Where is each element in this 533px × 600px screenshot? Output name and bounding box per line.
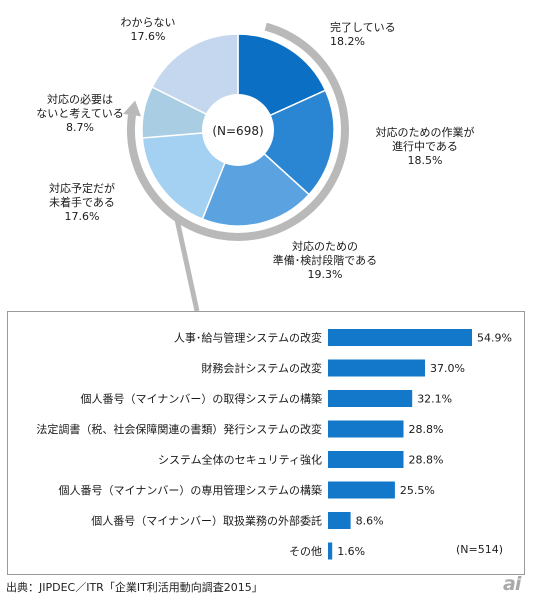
bar-value-label: 54.9% bbox=[477, 332, 512, 345]
source-note: 出典：JIPDEC／ITR「企業IT利活用動向調査2015」 bbox=[6, 581, 263, 594]
pie-slice-2 bbox=[236, 89, 335, 196]
arrow-connector bbox=[174, 217, 200, 312]
bar-value-label: 8.6% bbox=[356, 515, 384, 528]
bar-panel: 人事･給与管理システムの改変 54.9% 財務会計システムの改変 37.0% 個人番号（… bbox=[7, 311, 525, 575]
bar-category-label: 財務会計システムの改変 bbox=[201, 361, 322, 375]
bar-4 bbox=[328, 420, 404, 438]
bar-2 bbox=[328, 359, 425, 377]
bar-1 bbox=[328, 329, 472, 346]
bar-category-label: その他 bbox=[289, 545, 322, 558]
bar-value-label: 25.5% bbox=[400, 484, 435, 497]
bar-value-label: 32.1% bbox=[417, 393, 452, 406]
bar-6 bbox=[328, 481, 395, 499]
bar-category-label: 個人番号（マイナンバー）取扱業務の外部委託 bbox=[91, 514, 322, 528]
pie-label-3: 対応のための準備･検討段階である 19.3% bbox=[273, 239, 377, 281]
bar-5 bbox=[328, 451, 404, 468]
bar-7 bbox=[328, 512, 351, 529]
bar-value-label: 37.0% bbox=[430, 362, 465, 375]
pie-label-5: 対応の必要はないと考えている 8.7% bbox=[36, 92, 123, 134]
pie-label-6: わからない 17.6% bbox=[121, 16, 176, 43]
arrow-arc bbox=[126, 22, 349, 241]
bar-value-label: 1.6% bbox=[337, 545, 365, 558]
bar-category-label: 個人番号（マイナンバー）の専用管理システムの構築 bbox=[59, 483, 322, 497]
bar-8 bbox=[328, 542, 333, 560]
pie-label-1: 完了している 18.2% bbox=[330, 20, 396, 48]
pie-center-hole bbox=[202, 94, 274, 166]
arrow-head bbox=[123, 100, 141, 117]
bar-value-label: 28.8% bbox=[409, 423, 444, 436]
pie-chart: (N=698) 完了している 18.2% 対応のための作業が進行中である 18.5% 対… bbox=[36, 16, 475, 312]
bar-category-label: 人事･給与管理システムの改変 bbox=[174, 331, 322, 345]
bar-category-label: 個人番号（マイナンバー）の取得システムの構築 bbox=[81, 392, 322, 406]
pie-label-4: 対応予定だが未着手である 17.6% bbox=[49, 181, 115, 223]
bar-chart: 人事･給与管理システムの改変 54.9% 財務会計システムの改変 37.0% 個人番号（… bbox=[36, 329, 512, 560]
ai-logo: ai bbox=[503, 573, 521, 595]
bar-value-label: 28.8% bbox=[409, 454, 444, 467]
pie-label-2: 対応のための作業が進行中である 18.5% bbox=[376, 125, 475, 167]
pie-center-label: (N=698) bbox=[212, 124, 263, 138]
bar-3 bbox=[328, 390, 413, 407]
arrow-to-breakdown bbox=[123, 22, 349, 312]
bar-category-label: 法定調書（税、社会保障関連の書類）発行システムの改変 bbox=[36, 422, 322, 436]
bar-sample-note: (N=514) bbox=[456, 543, 503, 556]
bar-category-label: システム全体のセキュリティ強化 bbox=[158, 453, 322, 467]
